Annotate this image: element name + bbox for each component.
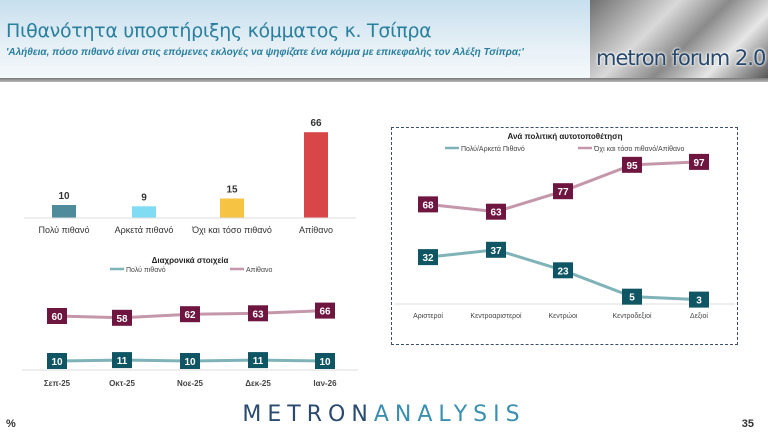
data-marker [689,153,709,170]
category-label: Αριστεροί [413,312,443,320]
data-label: 58 [116,314,128,325]
category-label: Νοε-25 [177,379,204,388]
data-label: 11 [253,356,264,367]
data-marker [315,302,335,319]
logo-text: metron forum 2.0 [596,46,766,70]
data-marker [418,196,438,213]
data-marker [486,203,506,220]
page-number: 35 [741,418,754,430]
data-marker [486,241,506,258]
data-label: 10 [184,357,196,368]
data-label: 3 [696,296,702,307]
data-label: 63 [252,309,264,320]
legend-label: Πολύ/Αρκετά Πιθανό [461,145,525,153]
data-label: 66 [319,307,331,318]
data-marker [553,183,573,200]
data-marker [553,262,573,279]
data-label: 11 [117,356,128,367]
data-marker [180,353,200,369]
data-marker [47,353,67,369]
data-marker [180,306,200,323]
data-marker [47,308,67,324]
data-marker [112,352,132,369]
data-label: 97 [693,158,705,169]
category-label: Κεντρώοι [549,312,578,320]
data-label: 77 [557,187,569,198]
percent-sign: % [6,418,16,430]
bar [52,205,76,218]
category-label: Ιαν-26 [313,379,337,388]
data-label: 37 [490,246,502,257]
bar-value-label: 66 [310,118,322,129]
data-marker [248,352,268,369]
data-marker [689,291,709,308]
data-label: 62 [184,310,196,321]
page-title: Πιθανότητα υποστήριξης κόμματος κ. Τσίπρ… [6,20,432,42]
chart-title: Διαχρονικά στοιχεία [152,256,229,265]
data-marker [248,305,268,322]
political-chart-frame [391,127,738,345]
brand-metron: METRON [242,402,374,427]
bar [304,132,328,218]
category-label: Δεκ-25 [245,379,271,388]
data-label: 10 [319,357,331,368]
metron-analysis-logo: METRONANALYSIS [0,402,768,427]
chart-title: Ανά πολιτική αυτοτοποθέτηση [507,132,622,141]
data-label: 10 [51,357,63,368]
header-divider [0,78,768,82]
question-text: 'Αλήθεια, πόσο πιθανό είναι στις επόμενε… [6,47,524,58]
category-label: Κεντροαριστεροί [470,312,522,320]
bar-category-label: Απίθανο [299,225,333,235]
data-label: 5 [629,293,635,304]
data-label: 68 [422,200,434,211]
bar-category-label: Πολύ πιθανό [39,225,90,235]
legend-label: Απίθανο [246,266,272,274]
category-label: Κεντροδεξιοί [612,312,652,320]
bar [220,198,244,218]
bar-value-label: 9 [141,192,147,203]
data-marker [622,156,642,173]
data-label: 60 [51,312,63,323]
data-marker [315,353,335,369]
data-label: 23 [557,266,569,277]
legend-label: Πολύ πιθανό [126,266,166,274]
bar-value-label: 10 [58,191,70,202]
forum-logo: metron forum 2.0 [590,0,768,78]
category-label: Οκτ-25 [109,379,135,388]
data-label: 95 [626,161,638,172]
data-marker [622,288,642,305]
bar-value-label: 15 [226,185,238,196]
legend-label: Όχι και τόσο πιθανό/Απίθανο [593,145,685,153]
category-label: Δεξιοί [690,312,708,320]
data-marker [418,249,438,266]
data-label: 32 [422,253,434,264]
bar-category-label: Όχι και τόσο πιθανό [191,225,272,235]
data-label: 63 [490,208,502,219]
bar [132,206,156,218]
data-marker [112,309,132,326]
category-label: Σεπ-25 [44,379,71,388]
brand-analysis: ANALYSIS [373,402,526,427]
bar-category-label: Αρκετά πιθανό [115,225,174,235]
